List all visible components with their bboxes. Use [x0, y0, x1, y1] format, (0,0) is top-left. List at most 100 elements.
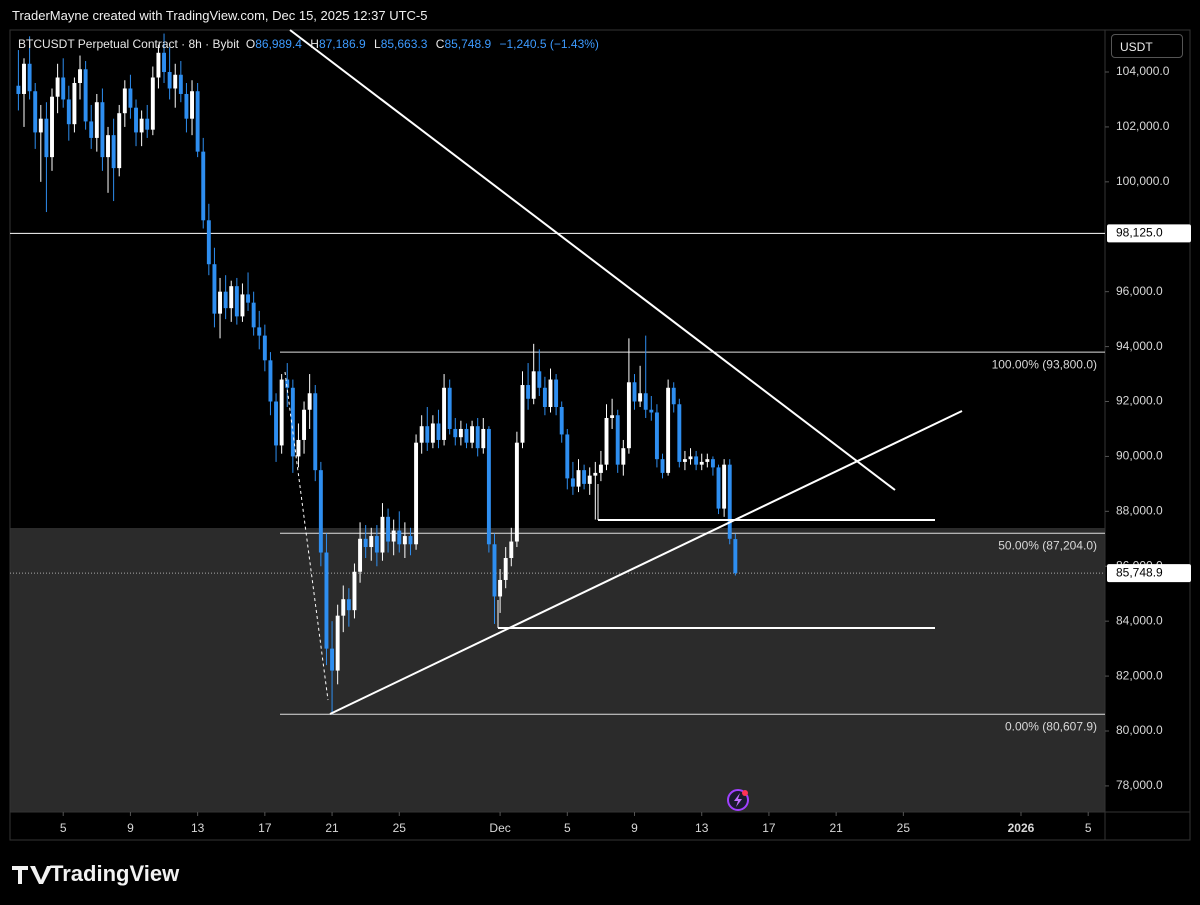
candle-body [206, 220, 211, 265]
candle-body [649, 409, 654, 413]
candle-body [257, 327, 262, 336]
y-tick-label: 90,000.0 [1116, 449, 1163, 463]
candle-body [106, 135, 110, 158]
trendline [329, 410, 963, 715]
event-dot [742, 790, 748, 796]
candle-body [666, 387, 671, 473]
candle-body [643, 393, 648, 410]
candle-body [66, 99, 71, 125]
candle-body [593, 472, 598, 476]
candle-body [212, 264, 217, 314]
credit: TraderMayne created with TradingView.com… [12, 8, 428, 23]
candle-body [341, 599, 346, 616]
candle-body [391, 530, 396, 542]
candle-body [229, 286, 234, 309]
y-tick-label: 100,000.0 [1116, 174, 1170, 188]
x-tick-label: Dec [489, 821, 510, 835]
candle-body [688, 456, 693, 460]
candle-body [682, 459, 687, 462]
candle-body [94, 102, 99, 138]
candle-body [150, 77, 155, 130]
ohlc-key: O [245, 37, 256, 51]
candle-body [122, 88, 127, 114]
candle-body [156, 52, 161, 78]
candle-body [576, 470, 581, 487]
candle-body [16, 85, 21, 94]
candle-body [604, 417, 609, 465]
axes: 78,000.080,000.082,000.084,000.086,000.0… [60, 64, 1191, 835]
fib-label: 100.00% (93,800.0) [992, 357, 1097, 371]
candle-body [251, 302, 256, 328]
frame [9, 29, 1191, 841]
candle-body [570, 478, 575, 487]
candle-body [324, 552, 329, 649]
candle-body [526, 385, 531, 399]
candle-body [268, 360, 273, 402]
candle-body [408, 536, 413, 545]
candle-body [374, 536, 379, 553]
candle-body [330, 648, 335, 671]
candle-body [145, 118, 150, 130]
x-tick-label: 9 [631, 821, 638, 835]
candle-body [671, 387, 676, 405]
candle-body [78, 69, 82, 83]
y-tick-label: 80,000.0 [1116, 723, 1163, 737]
candle-body [414, 442, 419, 545]
candle-body [531, 371, 536, 399]
fib-label: 0.00% (80,607.9) [1005, 719, 1097, 733]
currency-button[interactable]: USDT [1111, 34, 1183, 58]
y-tick-label: 92,000.0 [1116, 394, 1163, 408]
event-icon-bolt [734, 793, 742, 807]
y-tick-label: 88,000.0 [1116, 504, 1163, 518]
fib-connector [284, 371, 329, 701]
candle-body [537, 371, 542, 388]
candle-body [240, 294, 245, 317]
candle-body [559, 406, 564, 435]
candle-body [436, 423, 441, 440]
candle-body [498, 579, 503, 597]
candle-body [83, 69, 88, 122]
symbol: BTCUSDT Perpetual Contract · 8h · Bybit [18, 37, 240, 51]
candle-body [285, 379, 290, 388]
candle-body [178, 74, 183, 94]
x-tick-label: 2026 [1008, 821, 1035, 835]
candle-body [654, 412, 659, 460]
candle-body [61, 77, 66, 100]
candle-body [55, 77, 60, 97]
candle-body [100, 102, 105, 158]
candle-body [302, 409, 307, 440]
ohlc-value: 85,748.9 [444, 37, 492, 51]
candle-body [72, 82, 77, 125]
candle-body [307, 393, 312, 410]
candle-body [481, 428, 486, 449]
candle-body [173, 74, 178, 89]
candle-body [677, 404, 682, 462]
candle-body [246, 294, 251, 303]
candle-body [542, 387, 547, 407]
candle-body [134, 107, 138, 133]
candle-body [318, 470, 323, 553]
level-label-bg [1107, 224, 1191, 243]
candle-body [464, 428, 469, 443]
x-tick-label: 13 [695, 821, 709, 835]
candle-body [380, 516, 385, 553]
candle-body [632, 382, 637, 402]
ohlc-key: C [435, 37, 445, 51]
ohlc-key: H [310, 37, 319, 51]
candle-body [660, 459, 665, 473]
candle-body [615, 415, 620, 465]
candle-body [453, 428, 458, 438]
candles [16, 33, 738, 715]
candle-body [587, 475, 592, 484]
candle-body [352, 571, 357, 611]
candle-body [38, 118, 43, 133]
candle-body [139, 118, 144, 133]
candle-body [548, 379, 553, 407]
candle-body [218, 291, 222, 314]
change: −1,240.5 (−1.43%) [499, 37, 599, 51]
drawings [284, 29, 963, 715]
x-tick-label: 5 [1085, 821, 1092, 835]
candle-body [167, 72, 172, 89]
